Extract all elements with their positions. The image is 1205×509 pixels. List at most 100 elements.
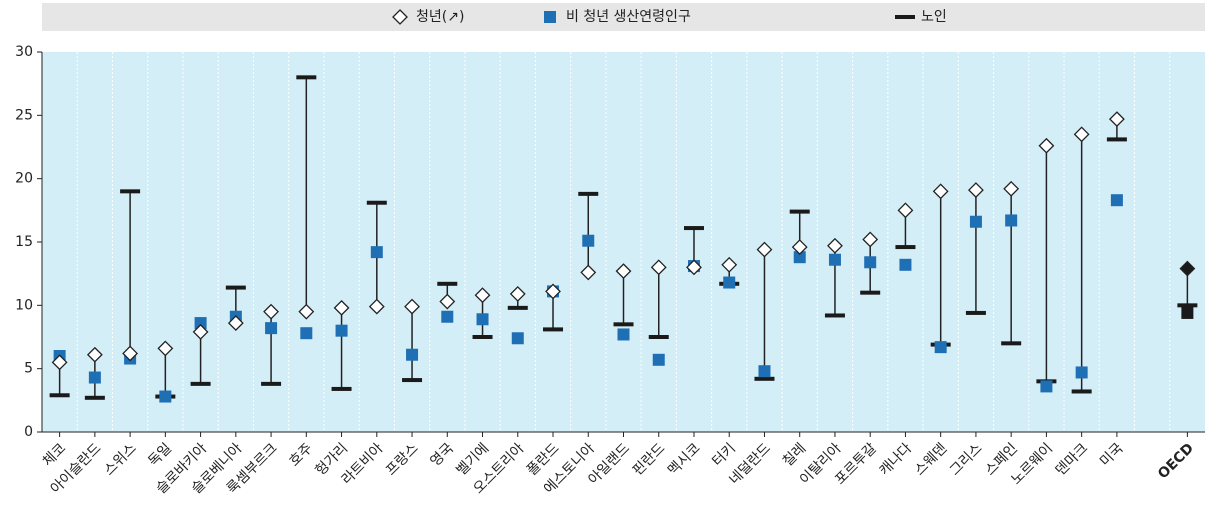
legend-marker xyxy=(392,9,408,25)
point xyxy=(194,317,207,330)
x-tick-label: 멕시코 xyxy=(665,440,704,479)
point xyxy=(190,381,211,386)
point xyxy=(86,346,103,363)
point xyxy=(402,378,423,383)
point xyxy=(895,245,916,250)
point xyxy=(932,183,949,200)
point xyxy=(543,327,564,332)
x-tick-label: 독일 xyxy=(145,440,175,470)
point xyxy=(159,390,172,403)
y-tick-label: 30 xyxy=(15,44,33,60)
y-tick-label: 25 xyxy=(15,107,33,123)
point xyxy=(1040,380,1053,393)
point xyxy=(899,258,912,271)
y-tick-label: 0 xyxy=(24,424,33,440)
point xyxy=(511,332,524,345)
point xyxy=(298,303,315,320)
point xyxy=(828,253,841,266)
x-tick-label: 프랑스 xyxy=(383,440,422,479)
point xyxy=(437,281,458,286)
x-tick-label: 칠레 xyxy=(780,440,810,470)
x-tick-label: OECD xyxy=(1155,440,1197,482)
point xyxy=(934,341,947,354)
x-tick-label: 덴마크 xyxy=(1053,440,1092,479)
point xyxy=(261,381,282,386)
y-tick-label: 5 xyxy=(24,361,33,377)
point xyxy=(368,298,385,315)
x-tick-label: 그리스 xyxy=(947,440,986,479)
point xyxy=(439,293,456,310)
point xyxy=(263,303,279,320)
point xyxy=(756,241,773,258)
point xyxy=(1073,126,1090,143)
legend-label: 노인 xyxy=(921,9,947,25)
x-tick-label: 터키 xyxy=(709,440,739,470)
point xyxy=(1005,214,1018,227)
point xyxy=(49,393,70,398)
y-tick-label: 10 xyxy=(15,297,33,313)
point xyxy=(225,285,246,290)
point xyxy=(227,315,244,331)
point xyxy=(1177,303,1198,308)
legend-label: 비 청년 생산연령인구 xyxy=(566,9,691,25)
point xyxy=(300,327,313,340)
point xyxy=(192,324,209,340)
point xyxy=(617,328,630,341)
point xyxy=(333,299,350,316)
point xyxy=(965,310,986,315)
point xyxy=(331,386,352,391)
point xyxy=(864,256,877,269)
point xyxy=(474,287,491,304)
point xyxy=(507,305,528,310)
point xyxy=(84,395,105,400)
point xyxy=(862,231,879,248)
point xyxy=(754,376,775,381)
point xyxy=(827,237,843,254)
point xyxy=(723,276,736,289)
point xyxy=(366,200,387,205)
x-tick-label: 영국 xyxy=(427,440,457,470)
point xyxy=(613,322,634,327)
point xyxy=(824,313,845,318)
legend-background xyxy=(42,3,1205,31)
point xyxy=(1110,194,1123,207)
x-tick-label: 미국 xyxy=(1097,440,1127,470)
point xyxy=(758,365,771,378)
point xyxy=(789,209,810,214)
point xyxy=(1179,260,1196,277)
point xyxy=(969,215,982,228)
point xyxy=(370,246,383,259)
point xyxy=(615,263,632,280)
point xyxy=(648,335,669,339)
point xyxy=(580,264,597,281)
point xyxy=(441,310,454,323)
y-tick-label: 20 xyxy=(15,171,33,187)
x-tick-label: 스웨덴 xyxy=(912,440,951,479)
point xyxy=(652,353,665,366)
legend-marker xyxy=(895,15,915,19)
point xyxy=(1106,137,1127,142)
point xyxy=(897,202,914,219)
x-tick-label: 스위스 xyxy=(101,440,140,479)
point xyxy=(793,251,806,264)
point xyxy=(860,290,881,295)
x-tick-label: 호주 xyxy=(286,440,316,470)
point xyxy=(721,256,738,273)
point xyxy=(545,283,561,300)
point xyxy=(1108,111,1125,128)
point xyxy=(582,234,595,247)
point xyxy=(509,286,526,302)
x-tick-label: 캐나다 xyxy=(876,440,915,479)
legend-label: 청년(↗) xyxy=(416,9,464,25)
point xyxy=(335,324,348,337)
x-tick-label: 체코 xyxy=(40,440,70,470)
point xyxy=(157,340,174,357)
point xyxy=(51,354,68,371)
legend-marker xyxy=(544,11,556,23)
point xyxy=(88,371,101,384)
point xyxy=(1001,341,1022,346)
point xyxy=(1038,137,1055,154)
point xyxy=(296,75,317,80)
point xyxy=(578,191,599,196)
